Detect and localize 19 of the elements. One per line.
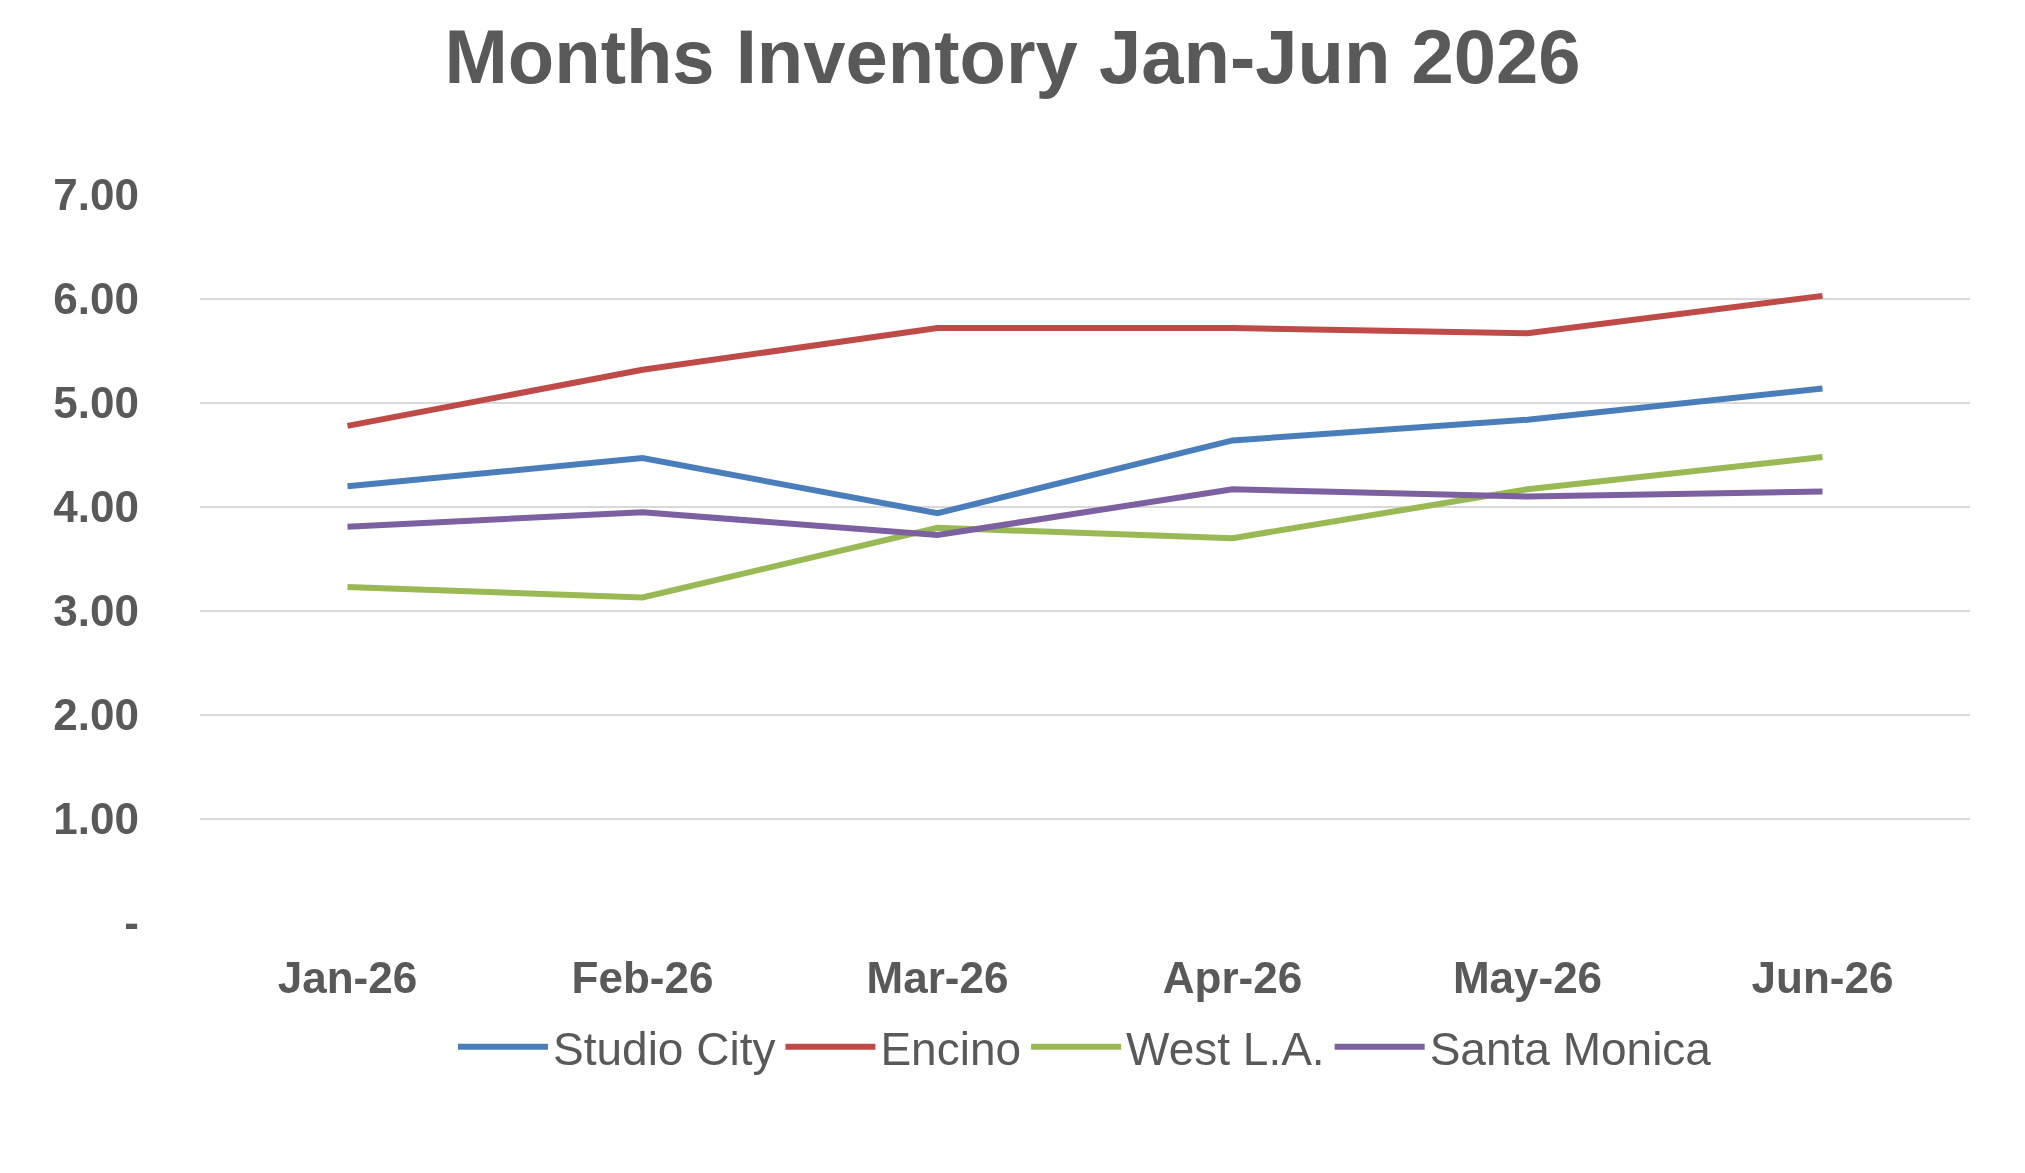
x-tick-label: Apr-26 bbox=[1162, 953, 1303, 1002]
x-tick-label: Mar-26 bbox=[866, 953, 1009, 1002]
y-tick-label: 2.00 bbox=[53, 690, 139, 740]
y-tick-label: 4.00 bbox=[53, 482, 139, 532]
legend-label: Encino bbox=[880, 1022, 1022, 1075]
y-tick-label: 5.00 bbox=[53, 378, 139, 428]
x-tick-label: Jun-26 bbox=[1751, 953, 1894, 1002]
chart-title: Months Inventory Jan-Jun 2026 bbox=[444, 13, 1581, 99]
y-tick-label: 7.00 bbox=[53, 170, 139, 220]
legend-label: Studio City bbox=[553, 1022, 776, 1075]
y-tick-label: 6.00 bbox=[53, 274, 139, 324]
x-tick-label: May-26 bbox=[1452, 953, 1603, 1002]
x-tick-label: Feb-26 bbox=[571, 953, 714, 1002]
legend-label: Santa Monica bbox=[1429, 1022, 1712, 1075]
x-tick-label: Jan-26 bbox=[277, 953, 418, 1002]
y-tick-label: 3.00 bbox=[53, 586, 139, 636]
legend-label: West L.A. bbox=[1126, 1022, 1325, 1075]
y-tick-label: 1.00 bbox=[53, 794, 139, 844]
y-tick-label: - bbox=[124, 898, 139, 948]
